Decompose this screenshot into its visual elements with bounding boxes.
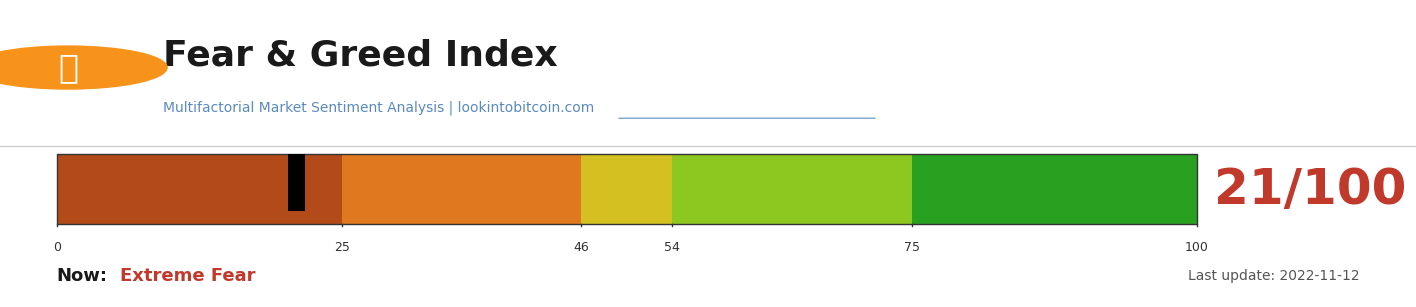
Text: 46: 46 [573,241,589,254]
Text: 0: 0 [52,241,61,254]
Text: Multifactorial Market Sentiment Analysis | lookintobitcoin.com: Multifactorial Market Sentiment Analysis… [163,100,595,115]
Text: 54: 54 [664,241,680,254]
Text: 25: 25 [334,241,350,254]
Text: Fear & Greed Index: Fear & Greed Index [163,38,558,72]
FancyBboxPatch shape [912,154,1197,224]
FancyBboxPatch shape [341,154,581,224]
Text: 75: 75 [903,241,919,254]
Text: 21/100: 21/100 [1214,166,1406,214]
FancyBboxPatch shape [287,154,304,212]
Text: 100: 100 [1185,241,1208,254]
Text: Last update: 2022-11-12: Last update: 2022-11-12 [1188,269,1359,283]
Text: Now:: Now: [57,267,108,285]
FancyBboxPatch shape [581,154,673,224]
Text: ₿: ₿ [58,51,78,84]
FancyBboxPatch shape [673,154,912,224]
Text: Extreme Fear: Extreme Fear [120,267,256,285]
FancyBboxPatch shape [57,154,341,224]
Circle shape [0,46,167,89]
